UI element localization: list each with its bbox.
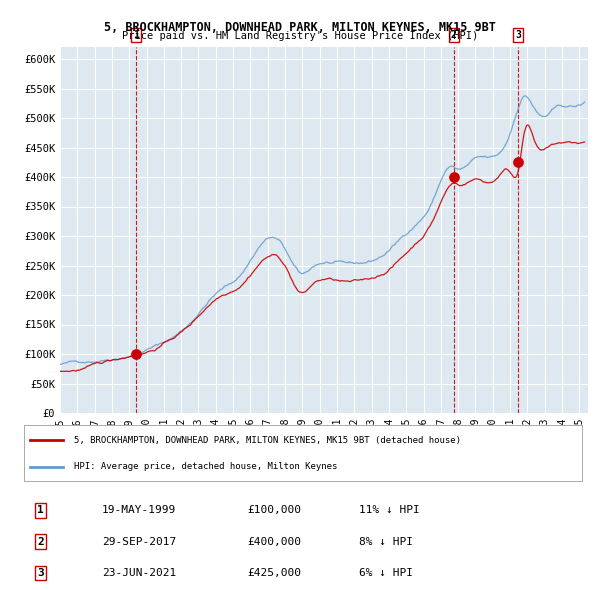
Text: Price paid vs. HM Land Registry's House Price Index (HPI): Price paid vs. HM Land Registry's House … xyxy=(122,31,478,41)
Text: 2: 2 xyxy=(37,537,44,546)
Text: 29-SEP-2017: 29-SEP-2017 xyxy=(102,537,176,546)
Text: 2: 2 xyxy=(451,30,457,40)
Text: 1: 1 xyxy=(37,506,44,516)
Text: 3: 3 xyxy=(37,568,44,578)
Point xyxy=(449,172,458,182)
Text: £100,000: £100,000 xyxy=(247,506,301,516)
Text: 19-MAY-1999: 19-MAY-1999 xyxy=(102,506,176,516)
Text: 5, BROCKHAMPTON, DOWNHEAD PARK, MILTON KEYNES, MK15 9BT: 5, BROCKHAMPTON, DOWNHEAD PARK, MILTON K… xyxy=(104,21,496,34)
Text: £425,000: £425,000 xyxy=(247,568,301,578)
Text: 11% ↓ HPI: 11% ↓ HPI xyxy=(359,506,419,516)
Text: 5, BROCKHAMPTON, DOWNHEAD PARK, MILTON KEYNES, MK15 9BT (detached house): 5, BROCKHAMPTON, DOWNHEAD PARK, MILTON K… xyxy=(74,436,461,445)
Text: 3: 3 xyxy=(515,30,521,40)
Text: £400,000: £400,000 xyxy=(247,537,301,546)
Text: HPI: Average price, detached house, Milton Keynes: HPI: Average price, detached house, Milt… xyxy=(74,463,338,471)
Point xyxy=(131,349,140,359)
Point xyxy=(514,158,523,167)
Text: 8% ↓ HPI: 8% ↓ HPI xyxy=(359,537,413,546)
Text: 23-JUN-2021: 23-JUN-2021 xyxy=(102,568,176,578)
Text: 1: 1 xyxy=(133,30,139,40)
Text: 6% ↓ HPI: 6% ↓ HPI xyxy=(359,568,413,578)
